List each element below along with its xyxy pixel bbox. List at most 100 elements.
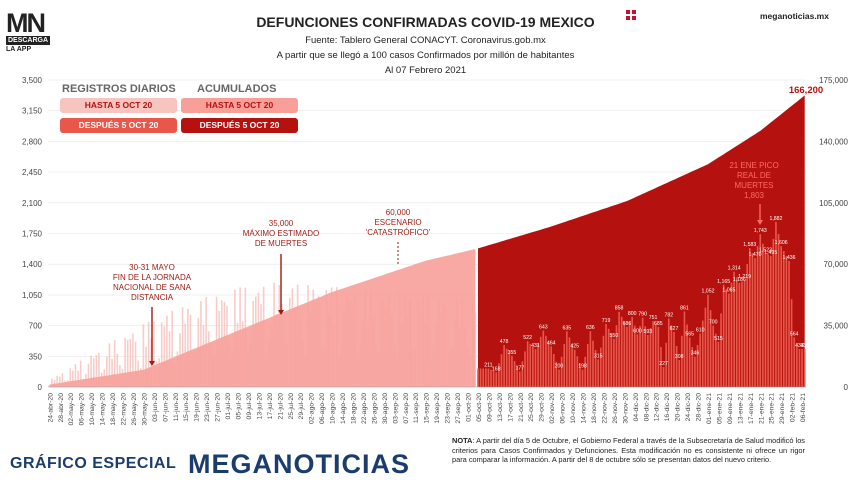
annotation-may-arrow-head <box>149 361 155 366</box>
x-tick-label: 26-ago-20 <box>371 393 378 424</box>
daily-bar <box>166 315 168 387</box>
x-tick-label: 27-sep-20 <box>455 393 462 424</box>
daily-bar <box>560 356 563 387</box>
daily-value-label: 177 <box>515 365 524 371</box>
daily-bar <box>673 332 675 387</box>
x-tick-label: 13-jul-20 <box>256 393 263 420</box>
left-tick-label: 3,150 <box>22 107 43 116</box>
x-tick-label: 05-jul-20 <box>236 393 243 420</box>
daily-bar <box>699 333 701 387</box>
left-tick-label: 2,450 <box>22 168 43 177</box>
daily-value-label: 346 <box>691 351 700 357</box>
daily-bar <box>124 337 126 387</box>
daily-bar <box>106 356 108 387</box>
annotation-jan: MUERTES <box>735 181 774 190</box>
daily-bar <box>558 369 560 387</box>
daily-bar <box>657 326 660 387</box>
x-tick-label: 03-jun-20 <box>152 393 159 422</box>
x-tick-label: 17-jul-20 <box>267 393 274 420</box>
daily-value-label: 1,436 <box>783 255 796 261</box>
chart-source: Fuente: Tablero General CONACYT. Coronav… <box>305 35 546 46</box>
daily-bar <box>803 348 806 387</box>
right-tick-label: 70,000 <box>824 260 849 269</box>
grid-icon[interactable] <box>626 10 636 20</box>
footer-brand[interactable]: MEGANOTICIAS <box>188 449 410 480</box>
daily-value-label: 168 <box>492 366 501 372</box>
site-url[interactable]: meganoticias.mx <box>760 11 829 21</box>
x-tick-label: 09-jul-20 <box>246 393 253 420</box>
footnote-label: NOTA <box>452 436 473 445</box>
left-tick-label: 350 <box>29 352 43 361</box>
daily-bar <box>77 370 79 387</box>
daily-bar <box>796 343 798 387</box>
daily-bar <box>98 352 100 387</box>
daily-bar <box>707 294 709 387</box>
daily-bar <box>539 336 542 387</box>
daily-value-label: 1,186 <box>733 277 746 283</box>
daily-bar <box>87 363 90 387</box>
daily-bar <box>537 342 539 387</box>
daily-bar <box>511 355 513 387</box>
daily-value-label: 790 <box>638 312 647 318</box>
daily-bar <box>762 243 764 387</box>
daily-bar <box>498 363 500 387</box>
x-tick-label: 24-abr-20 <box>47 393 54 423</box>
daily-value-label: 565 <box>685 331 694 337</box>
daily-value-label: 478 <box>500 339 509 345</box>
daily-bar <box>116 353 119 387</box>
daily-bar <box>683 311 686 387</box>
daily-bar <box>628 321 631 387</box>
daily-bar <box>134 341 137 387</box>
x-tick-label: 12-dic-20 <box>654 393 661 422</box>
x-tick-label: 29-ene-21 <box>779 393 786 424</box>
right-tick-label: 105,000 <box>819 199 848 208</box>
daily-value-label: 593 <box>644 329 653 335</box>
daily-bar <box>759 234 762 387</box>
x-tick-label: 14-may-20 <box>100 393 107 426</box>
daily-bar <box>605 323 607 387</box>
daily-value-label: 355 <box>508 350 517 356</box>
x-tick-label: 29-oct-20 <box>539 393 546 422</box>
daily-bar <box>741 281 743 387</box>
daily-bar <box>618 311 620 387</box>
daily-bar <box>205 296 207 387</box>
annotation-jul: DE MUERTES <box>255 239 307 248</box>
legend-cum-after: DESPUÉS 5 OCT 20 <box>181 118 298 133</box>
x-tick-label: 30-ago-20 <box>382 393 389 424</box>
daily-bar <box>633 325 636 387</box>
daily-value-label: 636 <box>586 325 595 331</box>
daily-bar <box>756 246 759 387</box>
daily-bar <box>641 317 644 387</box>
daily-bar <box>485 368 487 387</box>
daily-bar <box>602 335 605 387</box>
daily-value-label: 1,165 <box>717 279 730 285</box>
daily-bar <box>667 318 670 387</box>
brand-logo[interactable]: MN DESCARGA LA APP <box>6 6 50 54</box>
daily-bar <box>728 293 730 387</box>
x-tick-label: 08-dic-20 <box>643 393 650 422</box>
x-tick-label: 17-ene-21 <box>748 393 755 424</box>
daily-bar <box>649 328 652 387</box>
daily-bar <box>748 248 751 387</box>
x-tick-label: 06-may-20 <box>79 393 86 426</box>
daily-bar <box>613 338 615 387</box>
daily-bar <box>735 277 738 387</box>
annotation-may: NACIONAL DE SANA <box>113 283 192 292</box>
daily-bar <box>160 322 163 387</box>
daily-bar <box>769 255 772 387</box>
daily-bar <box>754 258 756 387</box>
daily-value-label: 627 <box>670 326 679 332</box>
x-tick-label: 02-may-20 <box>68 393 75 426</box>
daily-bar <box>746 264 748 387</box>
x-tick-label: 11-sep-20 <box>413 393 420 423</box>
daily-bar <box>113 340 116 387</box>
daily-bar <box>74 364 77 387</box>
daily-bar <box>550 346 552 387</box>
daily-bar <box>573 349 576 387</box>
daily-bar <box>479 368 482 387</box>
daily-bar <box>171 310 173 387</box>
left-axis: 0 350 700 1,050 1,400 1,750 2,100 2,450 2,800 3,1… <box>22 76 43 392</box>
annotation-sep: 60,000 <box>386 208 411 217</box>
daily-bar <box>126 339 129 387</box>
daily-bar <box>58 376 61 387</box>
